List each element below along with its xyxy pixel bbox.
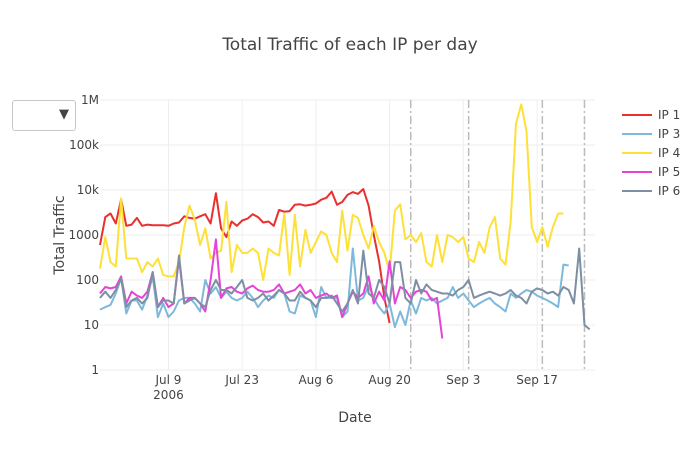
legend-label: IP 3 [658,127,680,141]
legend-item-ip-1[interactable]: IP 1 [622,108,680,122]
x-tick-label: Jul 23 [224,373,259,387]
y-tick-label: 10k [77,183,99,197]
y-tick-label: 1000 [68,228,99,242]
grid [100,99,595,371]
y-tick-label: 100k [69,138,99,152]
legend-label: IP 5 [658,165,680,179]
y-tick-label: 1M [81,93,99,107]
series-line-ip-1 [99,188,391,324]
legend-item-ip-5[interactable]: IP 5 [622,165,680,179]
x-tick-label: Aug 6 [298,373,333,387]
legend: IP 1 IP 3 IP 4 IP 5 IP 6 [622,108,680,198]
legend-label: IP 6 [658,184,680,198]
y-tick-label: 1 [91,363,99,377]
y-tick-label: 100 [76,273,99,287]
series-lines [99,103,591,339]
chart-title: Total Traffic of each IP per day [221,35,477,55]
x-tick-label: Jul 9 [154,373,181,387]
series-line-ip-6 [99,247,591,331]
filter-dropdown[interactable]: ▼ [12,100,76,131]
x-tick-label: Sep 3 [446,373,480,387]
legend-label: IP 4 [658,146,680,160]
chevron-down-icon: ▼ [59,107,69,122]
x-tick-sublabel: 2006 [153,388,184,402]
legend-item-ip-4[interactable]: IP 4 [622,146,680,160]
legend-label: IP 1 [658,108,680,122]
x-tick-label: Sep 17 [516,373,558,387]
y-tick-label: 10 [84,318,99,332]
series-line-ip-3 [99,247,569,329]
legend-item-ip-6[interactable]: IP 6 [622,184,680,198]
x-tick-label: Aug 20 [368,373,411,387]
legend-item-ip-3[interactable]: IP 3 [622,127,680,141]
y-axis-ticks: 1 10 100 1000 10k 100k 1M [68,93,99,377]
x-axis-label: Date [338,410,371,426]
y-axis-label: Total Traffic [52,195,68,275]
